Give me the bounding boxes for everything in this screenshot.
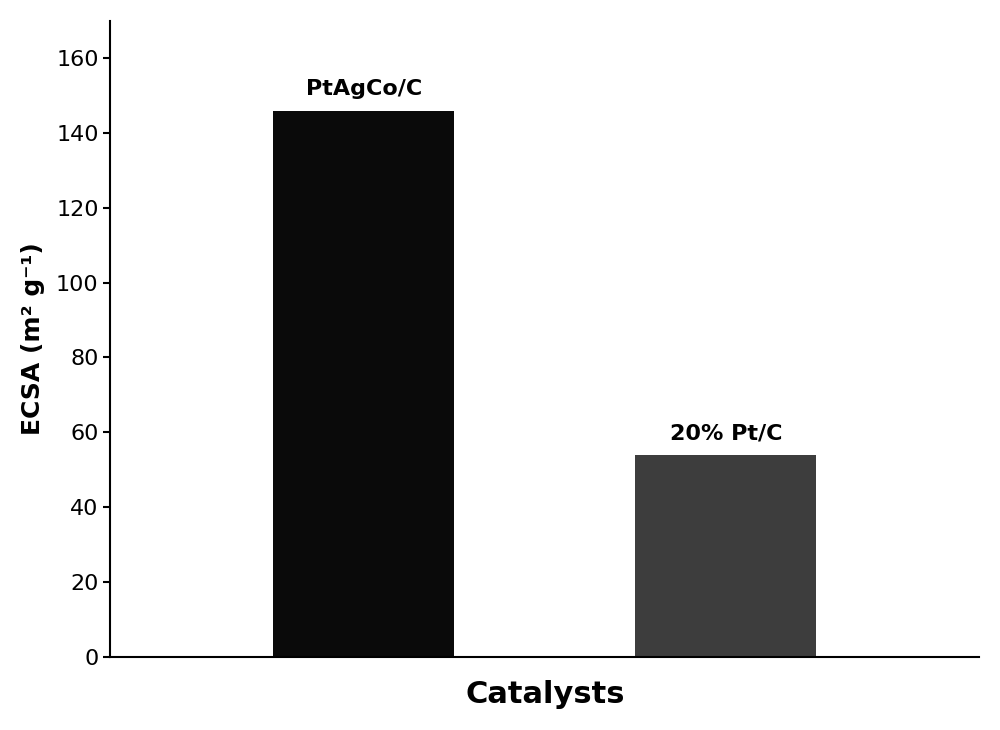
Text: PtAgCo/C: PtAgCo/C xyxy=(306,80,422,99)
Text: 20% Pt/C: 20% Pt/C xyxy=(670,423,782,443)
Bar xyxy=(635,455,816,656)
Y-axis label: ECSA (m² g⁻¹): ECSA (m² g⁻¹) xyxy=(21,242,45,435)
Bar xyxy=(273,110,454,656)
X-axis label: Catalysts: Catalysts xyxy=(465,680,625,709)
